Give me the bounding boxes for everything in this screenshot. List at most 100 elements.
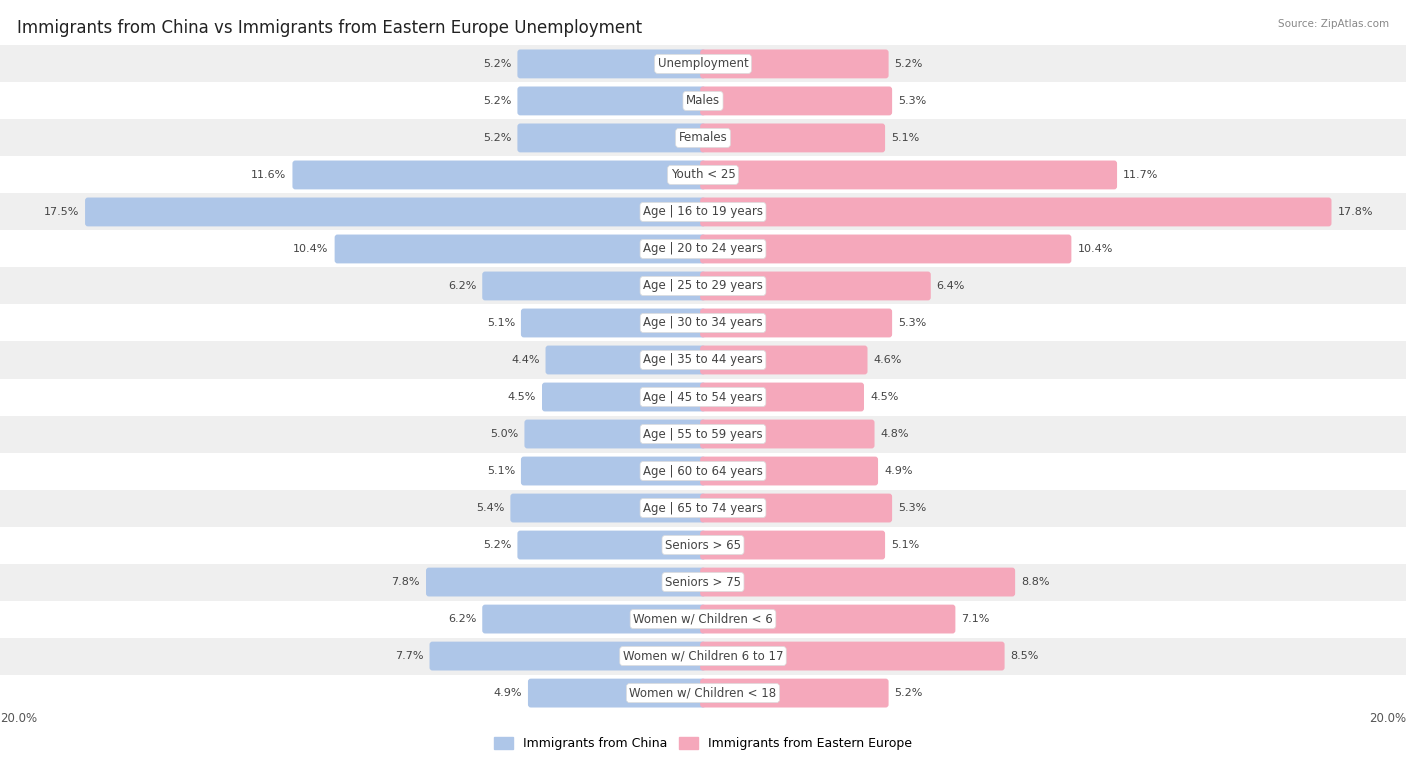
- Text: Age | 20 to 24 years: Age | 20 to 24 years: [643, 242, 763, 255]
- Bar: [0, 416, 1406, 453]
- FancyBboxPatch shape: [517, 49, 706, 79]
- FancyBboxPatch shape: [520, 456, 706, 485]
- Text: Females: Females: [679, 132, 727, 145]
- Text: Age | 25 to 29 years: Age | 25 to 29 years: [643, 279, 763, 292]
- Bar: [0, 453, 1406, 490]
- FancyBboxPatch shape: [700, 123, 886, 152]
- Text: Males: Males: [686, 95, 720, 107]
- Text: 5.1%: 5.1%: [891, 133, 920, 143]
- FancyBboxPatch shape: [700, 160, 1118, 189]
- Text: 7.1%: 7.1%: [962, 614, 990, 624]
- Text: 10.4%: 10.4%: [294, 244, 329, 254]
- Text: Youth < 25: Youth < 25: [671, 169, 735, 182]
- Text: 5.2%: 5.2%: [484, 540, 512, 550]
- Text: 5.4%: 5.4%: [477, 503, 505, 513]
- Text: 7.7%: 7.7%: [395, 651, 423, 661]
- FancyBboxPatch shape: [700, 456, 877, 485]
- FancyBboxPatch shape: [482, 272, 706, 301]
- FancyBboxPatch shape: [700, 494, 893, 522]
- Text: 5.2%: 5.2%: [484, 133, 512, 143]
- Text: Source: ZipAtlas.com: Source: ZipAtlas.com: [1278, 19, 1389, 29]
- Text: Seniors > 65: Seniors > 65: [665, 538, 741, 552]
- Text: 4.4%: 4.4%: [510, 355, 540, 365]
- Bar: [0, 304, 1406, 341]
- Text: Seniors > 75: Seniors > 75: [665, 575, 741, 588]
- Text: 5.0%: 5.0%: [491, 429, 519, 439]
- Text: Unemployment: Unemployment: [658, 58, 748, 70]
- Text: 10.4%: 10.4%: [1077, 244, 1112, 254]
- Text: 11.6%: 11.6%: [252, 170, 287, 180]
- FancyBboxPatch shape: [517, 86, 706, 115]
- Text: Age | 65 to 74 years: Age | 65 to 74 years: [643, 502, 763, 515]
- Bar: [0, 637, 1406, 674]
- FancyBboxPatch shape: [700, 419, 875, 448]
- FancyBboxPatch shape: [520, 309, 706, 338]
- Text: Women w/ Children < 18: Women w/ Children < 18: [630, 687, 776, 699]
- Text: 20.0%: 20.0%: [1369, 712, 1406, 724]
- Bar: [0, 527, 1406, 563]
- Text: 11.7%: 11.7%: [1123, 170, 1159, 180]
- FancyBboxPatch shape: [700, 198, 1331, 226]
- FancyBboxPatch shape: [335, 235, 706, 263]
- Text: 4.9%: 4.9%: [494, 688, 522, 698]
- Text: 5.1%: 5.1%: [486, 318, 515, 328]
- Bar: [0, 563, 1406, 600]
- Text: 5.3%: 5.3%: [898, 96, 927, 106]
- FancyBboxPatch shape: [700, 235, 1071, 263]
- Bar: [0, 83, 1406, 120]
- FancyBboxPatch shape: [700, 345, 868, 375]
- Bar: [0, 341, 1406, 378]
- Text: 5.2%: 5.2%: [894, 688, 922, 698]
- Text: 4.9%: 4.9%: [884, 466, 912, 476]
- Text: 4.5%: 4.5%: [870, 392, 898, 402]
- Bar: [0, 45, 1406, 83]
- Bar: [0, 267, 1406, 304]
- Text: Age | 45 to 54 years: Age | 45 to 54 years: [643, 391, 763, 403]
- Text: Age | 30 to 34 years: Age | 30 to 34 years: [643, 316, 763, 329]
- FancyBboxPatch shape: [700, 642, 1004, 671]
- FancyBboxPatch shape: [700, 86, 893, 115]
- FancyBboxPatch shape: [426, 568, 706, 597]
- FancyBboxPatch shape: [700, 605, 956, 634]
- Text: 20.0%: 20.0%: [0, 712, 37, 724]
- FancyBboxPatch shape: [529, 678, 706, 708]
- FancyBboxPatch shape: [700, 678, 889, 708]
- Text: 5.1%: 5.1%: [486, 466, 515, 476]
- FancyBboxPatch shape: [546, 345, 706, 375]
- Text: 5.1%: 5.1%: [891, 540, 920, 550]
- Text: 4.5%: 4.5%: [508, 392, 536, 402]
- Text: 5.3%: 5.3%: [898, 503, 927, 513]
- FancyBboxPatch shape: [524, 419, 706, 448]
- Bar: [0, 378, 1406, 416]
- Text: Women w/ Children 6 to 17: Women w/ Children 6 to 17: [623, 650, 783, 662]
- FancyBboxPatch shape: [543, 382, 706, 412]
- Text: 8.5%: 8.5%: [1011, 651, 1039, 661]
- Text: 17.8%: 17.8%: [1337, 207, 1372, 217]
- Text: 5.2%: 5.2%: [894, 59, 922, 69]
- Text: Age | 16 to 19 years: Age | 16 to 19 years: [643, 205, 763, 219]
- Text: 4.6%: 4.6%: [873, 355, 901, 365]
- FancyBboxPatch shape: [700, 49, 889, 79]
- Bar: [0, 490, 1406, 527]
- FancyBboxPatch shape: [700, 531, 886, 559]
- FancyBboxPatch shape: [86, 198, 706, 226]
- Legend: Immigrants from China, Immigrants from Eastern Europe: Immigrants from China, Immigrants from E…: [489, 732, 917, 755]
- FancyBboxPatch shape: [292, 160, 706, 189]
- FancyBboxPatch shape: [517, 123, 706, 152]
- FancyBboxPatch shape: [700, 382, 863, 412]
- Text: 6.2%: 6.2%: [449, 614, 477, 624]
- Text: Immigrants from China vs Immigrants from Eastern Europe Unemployment: Immigrants from China vs Immigrants from…: [17, 19, 643, 37]
- Text: 6.4%: 6.4%: [936, 281, 965, 291]
- Text: 8.8%: 8.8%: [1021, 577, 1050, 587]
- Bar: [0, 120, 1406, 157]
- Text: 4.8%: 4.8%: [880, 429, 910, 439]
- Bar: [0, 230, 1406, 267]
- Text: Age | 35 to 44 years: Age | 35 to 44 years: [643, 354, 763, 366]
- Text: 5.2%: 5.2%: [484, 96, 512, 106]
- FancyBboxPatch shape: [430, 642, 706, 671]
- Bar: [0, 157, 1406, 194]
- FancyBboxPatch shape: [510, 494, 706, 522]
- Text: 6.2%: 6.2%: [449, 281, 477, 291]
- Text: 17.5%: 17.5%: [44, 207, 79, 217]
- FancyBboxPatch shape: [700, 309, 893, 338]
